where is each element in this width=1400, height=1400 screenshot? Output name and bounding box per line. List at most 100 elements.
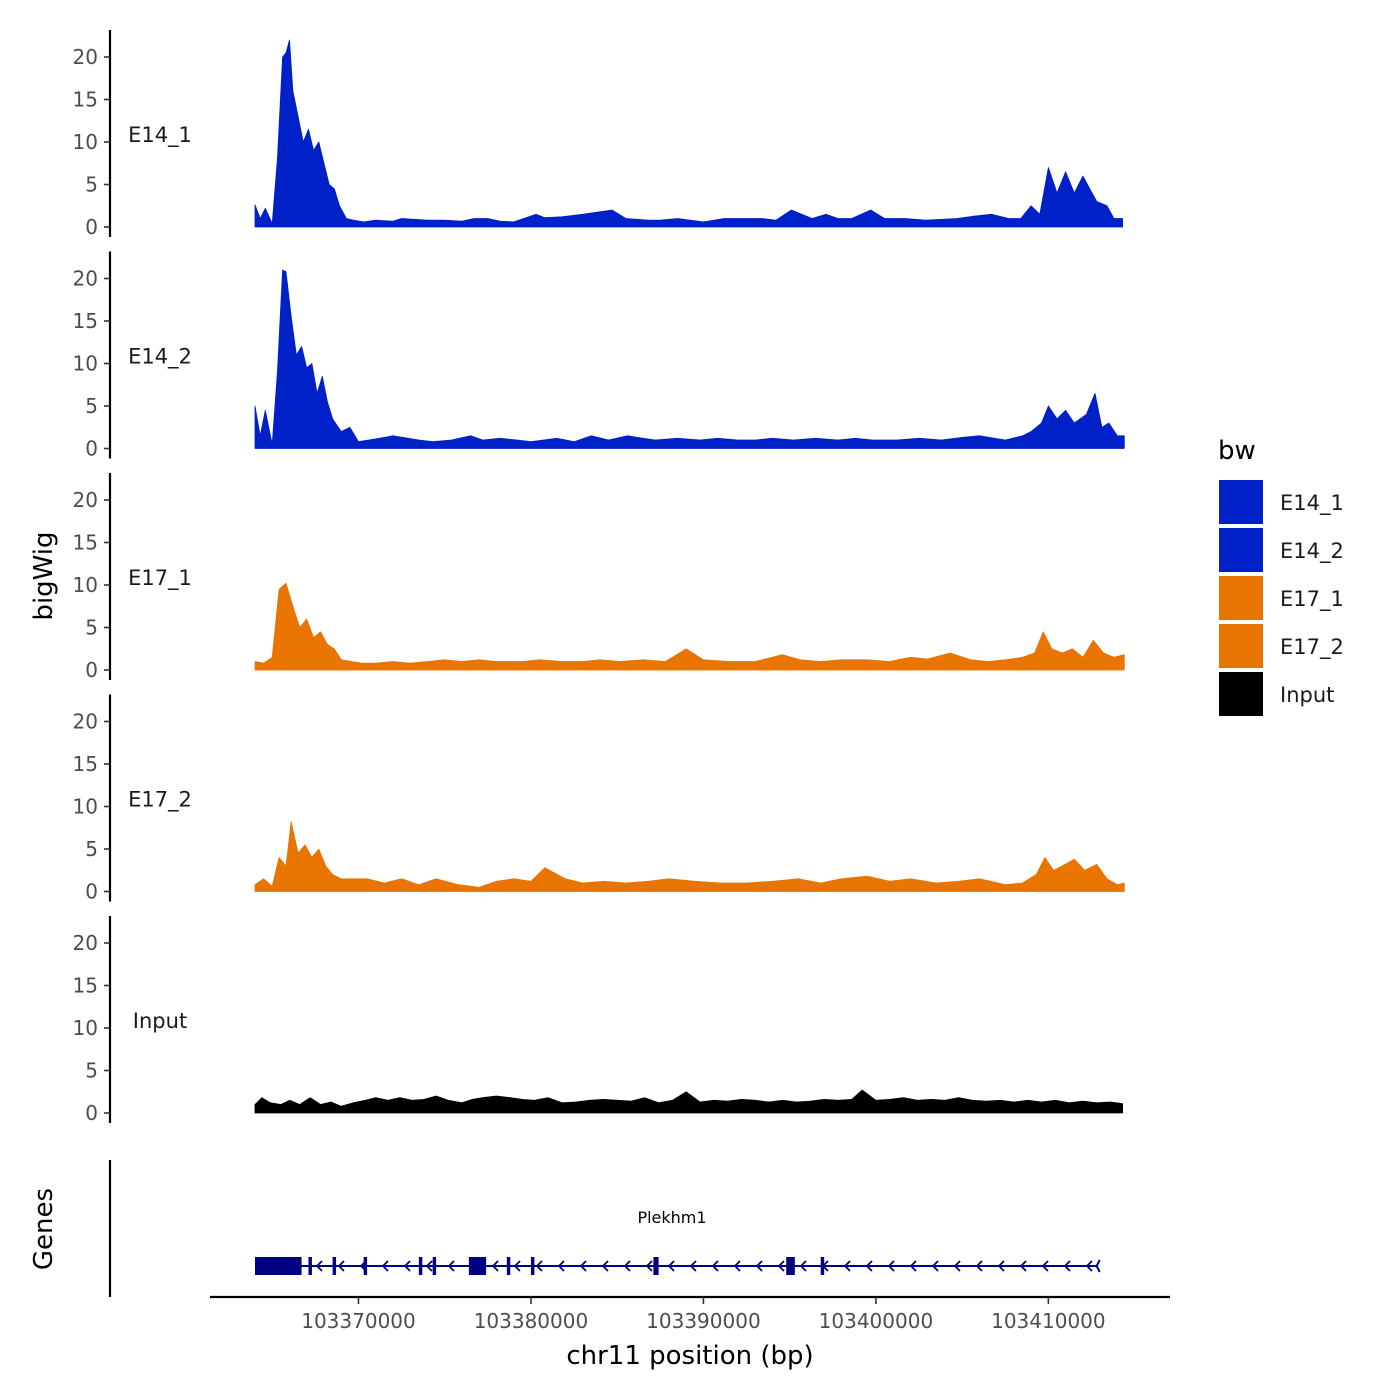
legend-swatch-input — [1219, 672, 1263, 716]
y-tick-label: 20 — [73, 931, 98, 955]
gene-exon — [506, 1257, 511, 1275]
gene-track: Plekhm1 — [108, 1160, 1101, 1297]
gene-exon — [418, 1257, 423, 1275]
gene-exon — [432, 1257, 437, 1275]
legend-label-e17-1: E17_1 — [1280, 587, 1344, 612]
y-tick-label: 20 — [73, 267, 98, 291]
strand-chevron — [733, 1260, 741, 1272]
y-tick-label: 20 — [73, 710, 98, 734]
genes-axis-title: Genes — [29, 1188, 59, 1270]
legend-swatch-e14-2 — [1219, 528, 1263, 572]
y-tick-label: 0 — [85, 437, 98, 461]
strand-chevron — [535, 1260, 543, 1272]
legend-swatch-e17-2 — [1219, 624, 1263, 668]
y-tick-label: 15 — [73, 974, 98, 998]
strand-chevron — [425, 1260, 433, 1272]
gene-exon — [308, 1257, 312, 1275]
strand-chevron — [711, 1260, 719, 1272]
track-input: 0 5 10 15 20 Input — [73, 916, 1123, 1125]
x-tick-label: 103370000 — [301, 1309, 416, 1333]
strand-chevron — [667, 1260, 675, 1272]
legend-label-e14-2: E14_2 — [1280, 539, 1344, 564]
legend-swatch-e17-1 — [1219, 576, 1263, 620]
y-tick-label: 10 — [73, 130, 98, 154]
legend-swatch-e14-1 — [1219, 480, 1263, 524]
legend-label-e14-1: E14_1 — [1280, 491, 1344, 516]
strand-chevron — [601, 1260, 609, 1272]
legend-label-e17-2: E17_2 — [1280, 635, 1344, 660]
y-tick-label: 15 — [73, 88, 98, 112]
signal-area-e17-2 — [254, 821, 1125, 892]
bigwig-tracks: 05101520E14_105101520E14_205101520E17_10… — [73, 30, 1125, 1125]
track-label-e17-2: E17_2 — [128, 788, 192, 813]
strand-chevron — [623, 1260, 631, 1272]
y-tick-label: 5 — [85, 1059, 98, 1083]
x-tick-label: 103400000 — [819, 1309, 934, 1333]
strand-chevron — [799, 1260, 807, 1272]
y-tick-label: 10 — [73, 795, 98, 819]
y-tick-label: 15 — [73, 309, 98, 333]
y-tick-label: 15 — [73, 752, 98, 776]
strand-chevron — [557, 1260, 565, 1272]
strand-chevron — [1063, 1260, 1071, 1272]
strand-chevron — [887, 1260, 895, 1272]
y-tick-label: 20 — [73, 488, 98, 512]
strand-chevron — [579, 1260, 587, 1272]
y-tick-label: 20 — [73, 45, 98, 69]
strand-chevron — [931, 1260, 939, 1272]
legend: bw E14_1 E14_2 E17_1 E17_2 Input — [1218, 436, 1344, 716]
strand-chevron — [1041, 1260, 1049, 1272]
y-tick-label: 0 — [85, 658, 98, 682]
y-tick-label: 10 — [73, 352, 98, 376]
strand-chevron — [909, 1260, 917, 1272]
y-tick-label: 5 — [85, 173, 98, 197]
signal-area-e17-1 — [254, 582, 1125, 671]
strand-chevron — [755, 1260, 763, 1272]
signal-area-e14-1 — [254, 39, 1123, 228]
gene-exon — [653, 1257, 659, 1275]
y-tick-label: 0 — [85, 215, 98, 239]
x-axis: 103370000 103380000 103390000 103400000 1034… — [210, 1295, 1170, 1333]
strand-chevron — [381, 1260, 389, 1272]
strand-chevron — [843, 1260, 851, 1272]
strand-chevron — [953, 1260, 961, 1272]
y-axis-title: bigWig — [29, 531, 59, 620]
strand-chevron — [997, 1260, 1005, 1272]
strand-chevron — [513, 1260, 521, 1272]
gene-exon — [255, 1257, 302, 1275]
y-tick-label: 15 — [73, 531, 98, 555]
gene-name-label: Plekhm1 — [637, 1208, 706, 1227]
x-tick-label: 103410000 — [991, 1309, 1106, 1333]
y-tick-label: 10 — [73, 573, 98, 597]
signal-area-input — [254, 1089, 1123, 1114]
strand-chevron — [315, 1260, 323, 1272]
y-tick-label: 0 — [85, 1101, 98, 1125]
y-tick-label: 5 — [85, 837, 98, 861]
strand-chevron — [1019, 1260, 1027, 1272]
track-e14-1: 0 5 10 15 20 E14_1 — [73, 30, 1123, 239]
y-tick-label: 5 — [85, 394, 98, 418]
strand-chevron — [645, 1260, 653, 1272]
signal-area-e14-2 — [254, 269, 1125, 449]
track-label-input: Input — [133, 1009, 187, 1033]
x-axis-title: chr11 position (bp) — [566, 1341, 813, 1371]
track-label-e17-1: E17_1 — [128, 566, 192, 591]
strand-chevron — [447, 1260, 455, 1272]
track-label-e14-1: E14_1 — [128, 123, 192, 148]
strand-chevron — [1085, 1260, 1093, 1272]
strand-chevron — [777, 1260, 785, 1272]
track-e17-1: 0 5 10 15 20 E17_1 — [73, 473, 1125, 682]
strand-chevron — [491, 1260, 499, 1272]
gene-exon — [363, 1257, 368, 1275]
track-e14-2: 0 5 10 15 20 E14_2 — [73, 251, 1125, 461]
gene-exon — [786, 1257, 795, 1275]
y-tick-label: 0 — [85, 880, 98, 904]
gene-exon — [820, 1257, 825, 1275]
gene-exon — [332, 1257, 337, 1275]
strand-chevron — [337, 1260, 345, 1272]
legend-label-input: Input — [1280, 683, 1334, 707]
track-e17-2: 0 5 10 15 20 E17_2 — [73, 694, 1125, 904]
strand-chevron — [689, 1260, 697, 1272]
gene-exon — [530, 1257, 535, 1275]
x-tick-label: 103390000 — [646, 1309, 761, 1333]
